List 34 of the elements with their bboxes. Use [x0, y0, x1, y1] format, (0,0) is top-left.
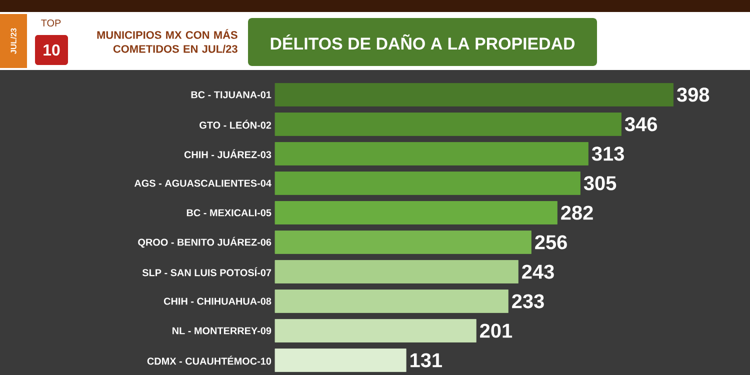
y-tick-label: BC - TIJUANA-01 — [191, 91, 272, 98]
bar — [274, 230, 532, 254]
data-label: 346 — [624, 117, 657, 132]
data-label: 233 — [512, 294, 544, 308]
y-tick-label: GTO - LEÓN-02 — [200, 120, 272, 129]
y-tick-label: AGS - AGUASCALIENTES-04 — [134, 180, 272, 187]
bar — [274, 83, 674, 106]
data-label: 305 — [584, 176, 616, 190]
y-tick-label: QROO - BENITO JUÁREZ-06 — [138, 236, 272, 248]
y-tick-label: CDMX - CUAUHTÉMOC-10 — [147, 356, 272, 365]
bar — [274, 290, 508, 313]
data-label: 313 — [592, 146, 624, 161]
y-tick-label: BC - MEXICALI-05 — [186, 209, 272, 216]
data-label: 398 — [676, 88, 710, 102]
text: MUNICIPIOS MX CON MÁS COMETIDOS EN JUL/23 — [97, 29, 238, 53]
bar — [274, 319, 476, 342]
y-tick-label: SLP - SAN LUIS POTOSÍ-07 — [142, 267, 272, 276]
data-label: 131 — [410, 353, 442, 368]
bar — [274, 201, 558, 224]
data-label: 256 — [535, 235, 567, 250]
y-tick-label: NL - MONTERREY-09 — [172, 327, 272, 334]
data-label: 243 — [522, 264, 554, 279]
bar — [274, 172, 580, 195]
bar — [274, 348, 406, 372]
bar — [274, 142, 588, 166]
data-label: 201 — [480, 324, 512, 338]
y-tick-label: CHIH - CHIHUAHUA-08 — [164, 298, 272, 305]
chart-title: DÉLITOS DE DAÑO A LA PROPIEDAD — [270, 34, 575, 50]
data-label: 282 — [561, 206, 593, 220]
text: 10 — [44, 44, 60, 56]
bar — [274, 112, 622, 136]
bar — [274, 260, 518, 284]
text: TOP — [41, 19, 61, 27]
y-tick-label: CHIH - JUÁREZ-03 — [184, 149, 272, 158]
